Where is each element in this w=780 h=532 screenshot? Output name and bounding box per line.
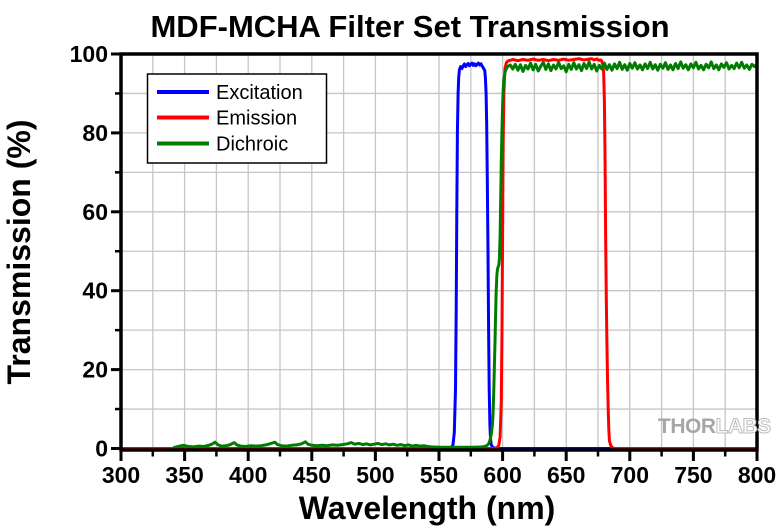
x-tick-label: 500	[356, 462, 394, 488]
x-tick-label: 300	[102, 462, 140, 488]
watermark-thor-text: THOR	[658, 415, 716, 438]
legend-label-excitation: Excitation	[216, 82, 303, 104]
x-tick-label: 800	[738, 462, 776, 488]
y-tick-label: 20	[82, 357, 108, 383]
y-tick-label: 0	[95, 436, 108, 462]
x-tick-label: 550	[420, 462, 458, 488]
axis-ticks	[111, 52, 759, 461]
y-tick-label: 40	[82, 278, 108, 304]
x-tick-label: 400	[229, 462, 267, 488]
y-tick-label: 100	[70, 41, 108, 67]
legend-label-emission: Emission	[216, 108, 297, 130]
series-line-excitation	[121, 61, 757, 450]
thorlabs-watermark: THORLABS	[658, 415, 771, 438]
y-axis-label: Transmission (%)	[1, 120, 37, 385]
series-line-emission	[121, 57, 757, 450]
x-tick-label: 700	[611, 462, 649, 488]
curves	[121, 57, 759, 450]
x-tick-label: 350	[165, 462, 203, 488]
legend-label-dichroic: Dichroic	[216, 134, 288, 156]
x-tick-label: 650	[547, 462, 585, 488]
x-tick-label: 600	[483, 462, 521, 488]
y-tick-label: 60	[82, 199, 108, 225]
watermark-labs-text: LABS	[716, 415, 772, 438]
x-axis-label: Wavelength (nm)	[299, 490, 556, 526]
x-tick-label: 450	[293, 462, 331, 488]
legend: Excitation Emission Dichroic	[146, 73, 328, 164]
chart-title: MDF-MCHA Filter Set Transmission	[150, 9, 669, 44]
series-line-dichroic	[172, 60, 759, 450]
y-tick-label: 80	[82, 120, 108, 146]
y-tick-labels: 0 20 40 60 80 100	[70, 41, 108, 462]
x-tick-labels: 300 350 400 450 500 550 600 650 700 750 800	[102, 462, 776, 488]
x-tick-label: 750	[674, 462, 712, 488]
